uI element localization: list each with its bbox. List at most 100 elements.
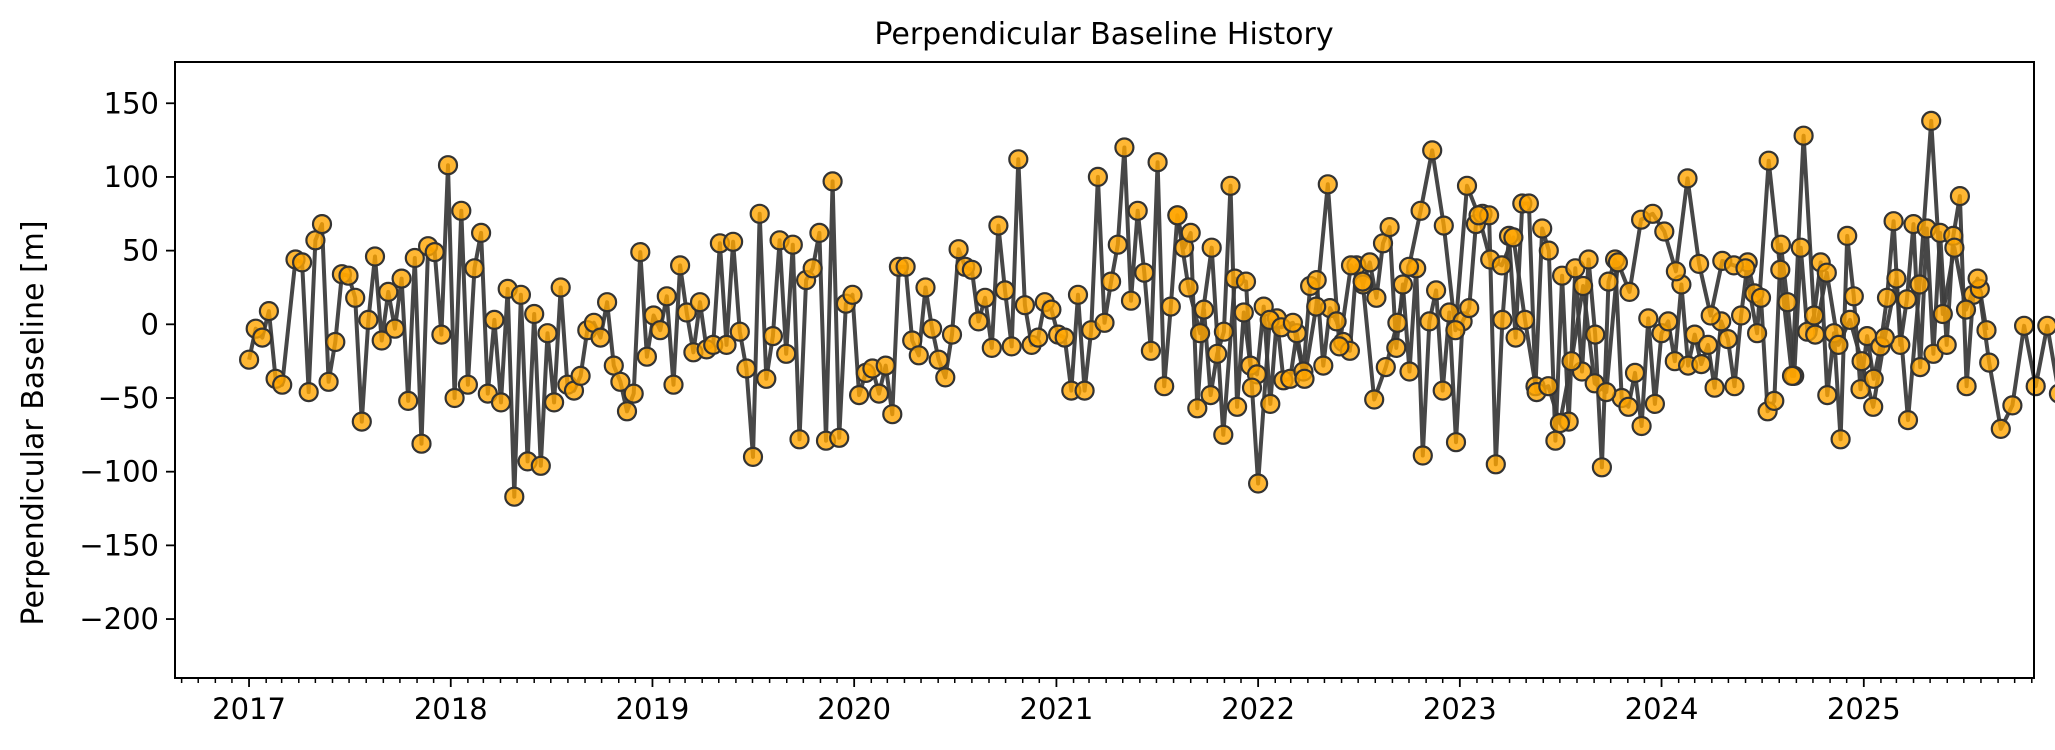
data-point [1883, 211, 1904, 232]
data-point [1949, 186, 1971, 207]
data-point [1364, 389, 1385, 410]
data-point [1433, 215, 1454, 236]
data-point [1485, 454, 1506, 475]
data-point [1886, 268, 1907, 289]
data-point [1746, 323, 1768, 344]
data-point [272, 374, 293, 395]
data-point [537, 323, 558, 344]
data-point [1445, 320, 1466, 341]
data-point [1631, 415, 1652, 437]
data-point [1717, 329, 1739, 350]
data-point [1967, 268, 1988, 289]
plot-frame [174, 61, 2035, 679]
data-point [1874, 327, 1895, 348]
data-point [1990, 418, 2011, 439]
data-point [895, 256, 916, 277]
data-point [1410, 200, 1431, 221]
data-point [404, 247, 425, 269]
data-point [868, 383, 890, 404]
data-point [789, 429, 810, 450]
data-point [1642, 203, 1663, 224]
data-point [1008, 149, 1029, 170]
data-point [1545, 430, 1566, 451]
data-point [1200, 385, 1221, 406]
data-point [1897, 410, 1919, 431]
data-point [1187, 398, 1208, 419]
data-point [1598, 271, 1619, 292]
data-point [722, 231, 744, 252]
data-point [1326, 311, 1347, 332]
data-point [1944, 237, 1965, 258]
data-point [776, 343, 797, 364]
data-point [1704, 377, 1725, 398]
data-point [1697, 334, 1719, 355]
data-point [1618, 396, 1639, 417]
data-point [1828, 334, 1849, 355]
data-point [2048, 384, 2055, 403]
data-point [1154, 376, 1175, 397]
data-point [1665, 261, 1687, 282]
data-point [676, 302, 697, 323]
data-point [636, 346, 658, 367]
data-point [1379, 217, 1400, 238]
data-point [1735, 258, 1756, 279]
data-point [1658, 311, 1679, 332]
y-tick-label: −150 [79, 528, 159, 562]
data-point [543, 392, 565, 413]
data-point [252, 327, 273, 348]
x-tick-label: 2023 [1423, 692, 1497, 726]
x-tick-label: 2017 [212, 692, 286, 726]
data-point [1140, 340, 1162, 361]
data-point [1549, 413, 1571, 434]
data-point [1955, 299, 1977, 320]
data-point [490, 392, 512, 413]
data-point [1306, 270, 1327, 291]
data-point [1839, 309, 1861, 330]
data-point [1730, 305, 1752, 326]
data-point [1419, 311, 1440, 332]
data-point [1607, 252, 1629, 273]
data-point [1189, 323, 1211, 344]
data-point [530, 455, 551, 476]
y-axis-label: Perpendicular Baseline [m] [16, 220, 51, 625]
x-tick-label: 2025 [1827, 692, 1901, 726]
data-point [1134, 262, 1155, 283]
data-point [1432, 380, 1453, 401]
y-tick-label: −50 [98, 381, 159, 415]
data-point [464, 258, 485, 279]
data-point [1160, 296, 1181, 317]
data-point [1492, 309, 1513, 330]
data-point [1001, 336, 1022, 357]
data-point [1724, 376, 1745, 397]
data-point [656, 286, 677, 307]
data-point [1976, 320, 1997, 341]
data-point [1850, 379, 1871, 400]
data-point [961, 259, 983, 280]
data-point [1591, 457, 1613, 478]
data-point [1750, 287, 1772, 308]
data-point [968, 311, 989, 332]
data-point [292, 252, 313, 273]
data-point [848, 385, 870, 406]
data-point [1491, 255, 1512, 276]
data-point [1830, 429, 1851, 450]
data-point [1572, 275, 1594, 297]
axes: 2017 2018 2019 2020 2021 2022 2023 2024 2025 150 1… [79, 61, 2035, 726]
data-point [391, 268, 412, 289]
data-point [1843, 286, 1864, 307]
data-point [1213, 424, 1234, 445]
data-point [1213, 321, 1235, 342]
data-point [1398, 256, 1420, 277]
y-tick-label: 100 [104, 160, 159, 194]
data-point [1532, 218, 1553, 239]
data-point [1282, 312, 1304, 333]
data-point [921, 318, 943, 339]
data-point [1817, 385, 1838, 406]
data-point [716, 334, 737, 355]
data-point [1503, 227, 1524, 248]
data-point [590, 327, 611, 348]
data-point [1596, 382, 1617, 403]
x-tick-label: 2021 [1020, 692, 1094, 726]
data-point [1677, 168, 1698, 189]
data-point [928, 349, 949, 370]
